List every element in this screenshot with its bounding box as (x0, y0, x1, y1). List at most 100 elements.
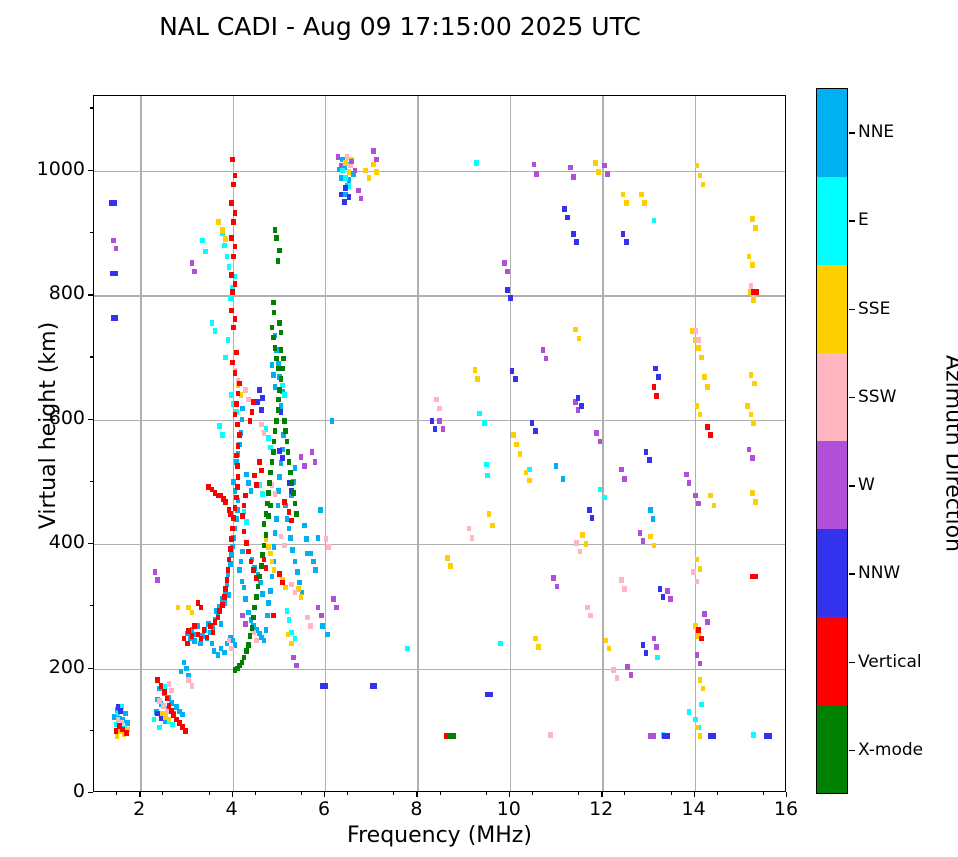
data-point (189, 609, 195, 616)
data-point (575, 407, 581, 414)
plot-area (93, 95, 786, 792)
colorbar-segment-nnw[interactable] (817, 529, 847, 617)
data-point (241, 584, 247, 591)
data-point (272, 428, 278, 434)
data-point (529, 419, 535, 426)
data-point (118, 708, 124, 714)
data-point (278, 409, 284, 415)
data-point (212, 328, 218, 335)
data-point (166, 703, 172, 709)
y-tick (88, 294, 93, 296)
data-point (282, 498, 287, 505)
data-point (505, 268, 510, 275)
data-point (532, 635, 538, 642)
data-point (284, 608, 290, 615)
data-point (166, 716, 172, 723)
data-point (697, 566, 703, 572)
colorbar-segment-nne[interactable] (817, 89, 847, 177)
data-point (246, 548, 252, 555)
data-point (243, 492, 248, 499)
data-point (220, 602, 225, 608)
colorbar-segment-ssw[interactable] (817, 353, 847, 441)
data-point (258, 563, 264, 569)
data-point (110, 270, 115, 277)
data-point (260, 552, 265, 559)
data-point (234, 463, 240, 470)
colorbar-segment-sse[interactable] (817, 265, 847, 353)
data-point (221, 649, 227, 656)
data-point (160, 703, 166, 709)
data-point (237, 432, 242, 438)
data-point (290, 547, 295, 554)
data-point (588, 612, 593, 619)
data-point (232, 210, 238, 216)
colorbar-segment-e[interactable] (817, 177, 847, 265)
data-point (244, 648, 249, 654)
data-point (576, 335, 582, 342)
data-point (214, 608, 219, 615)
colorbar-tick (849, 308, 855, 311)
data-point (237, 662, 242, 669)
colorbar-segment-w[interactable] (817, 441, 847, 529)
data-point (705, 424, 710, 430)
data-point (231, 479, 236, 485)
data-point (224, 581, 230, 587)
colorbar-segment-vertical[interactable] (817, 617, 847, 705)
x-tick-minor (162, 792, 164, 795)
data-point (257, 630, 262, 637)
data-point (166, 681, 172, 687)
data-point (186, 604, 191, 611)
data-point (268, 444, 273, 451)
gridline-vertical (325, 96, 327, 791)
x-tick-label: 10 (496, 798, 521, 820)
colorbar-segment-x-mode[interactable] (817, 705, 847, 793)
data-point (312, 459, 318, 465)
data-point (230, 156, 235, 163)
data-point (218, 492, 224, 499)
data-point (235, 390, 241, 397)
data-point (227, 511, 233, 517)
data-point (151, 716, 157, 723)
colorbar[interactable] (816, 88, 848, 794)
data-point (266, 435, 271, 442)
data-point (158, 683, 164, 689)
data-point (123, 710, 128, 717)
data-point (315, 604, 321, 611)
data-point (244, 519, 249, 526)
gridline-vertical (509, 96, 512, 791)
data-point (124, 730, 129, 737)
x-tick-minor (624, 792, 626, 795)
data-point (231, 324, 236, 331)
y-tick (88, 418, 93, 420)
data-point (192, 638, 197, 644)
data-point (639, 191, 644, 198)
data-point (280, 388, 285, 395)
data-point (263, 627, 269, 633)
data-point (206, 484, 211, 490)
data-point (175, 604, 181, 611)
data-point (708, 432, 714, 438)
data-point (536, 643, 541, 650)
data-point (211, 648, 217, 654)
data-point (230, 289, 235, 295)
data-point (234, 665, 240, 672)
data-point (252, 604, 258, 611)
data-point (212, 490, 218, 496)
data-point (181, 659, 187, 666)
data-point (161, 684, 167, 690)
data-point (257, 482, 262, 488)
data-point (611, 666, 617, 673)
data-point (231, 401, 236, 407)
data-point (651, 732, 657, 739)
data-point (155, 710, 161, 717)
data-point (261, 430, 267, 437)
data-point (292, 589, 298, 596)
data-point (286, 459, 292, 465)
data-point (247, 633, 253, 639)
x-tick-minor (254, 792, 256, 795)
colorbar-tick (849, 396, 855, 399)
data-point (233, 516, 239, 522)
data-point (115, 710, 121, 717)
data-point (226, 637, 232, 644)
